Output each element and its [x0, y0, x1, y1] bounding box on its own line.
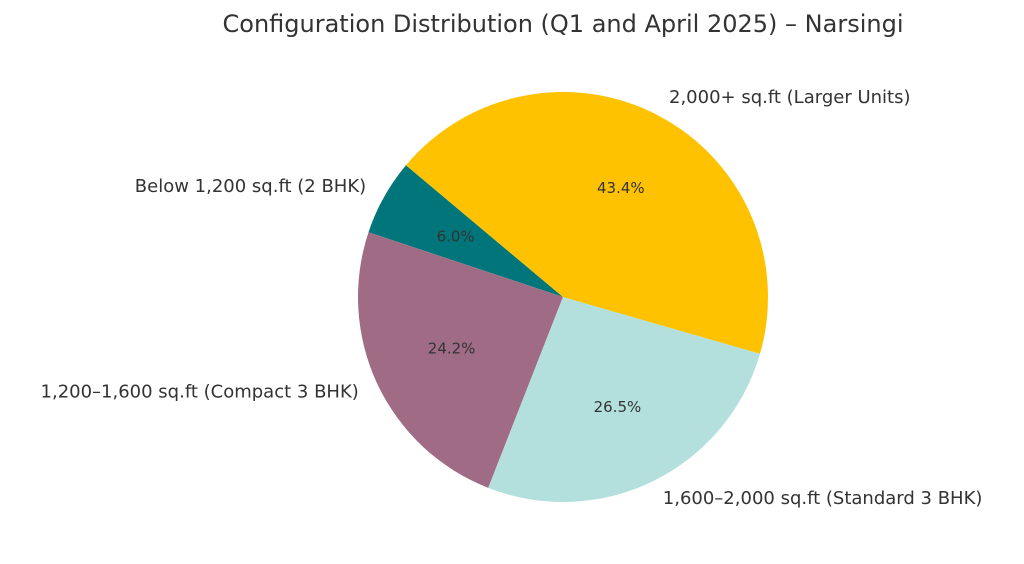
pie-slices	[357, 91, 768, 502]
pie-slice-1	[357, 232, 563, 488]
slice-label-0: Below 1,200 sq.ft (2 BHK)	[135, 176, 366, 197]
pie-slice-0	[368, 165, 563, 297]
pie-labels: Below 1,200 sq.ft (2 BHK) 6.0% 1,200–1,600…	[41, 87, 983, 509]
slice-label-2: 1,600–2,000 sq.ft (Standard 3 BHK)	[663, 488, 983, 509]
pie-slice-2	[488, 297, 760, 502]
slice-percent-0: 6.0%	[437, 227, 475, 245]
slice-percent-3: 43.4%	[597, 179, 645, 197]
chart-title: Configuration Distribution (Q1 and April…	[223, 10, 904, 38]
slice-label-3: 2,000+ sq.ft (Larger Units)	[669, 87, 911, 108]
pie-slice-3	[405, 91, 768, 354]
slice-percent-2: 26.5%	[594, 398, 642, 416]
slice-percent-1: 24.2%	[428, 340, 476, 358]
slice-label-1: 1,200–1,600 sq.ft (Compact 3 BHK)	[41, 382, 359, 403]
